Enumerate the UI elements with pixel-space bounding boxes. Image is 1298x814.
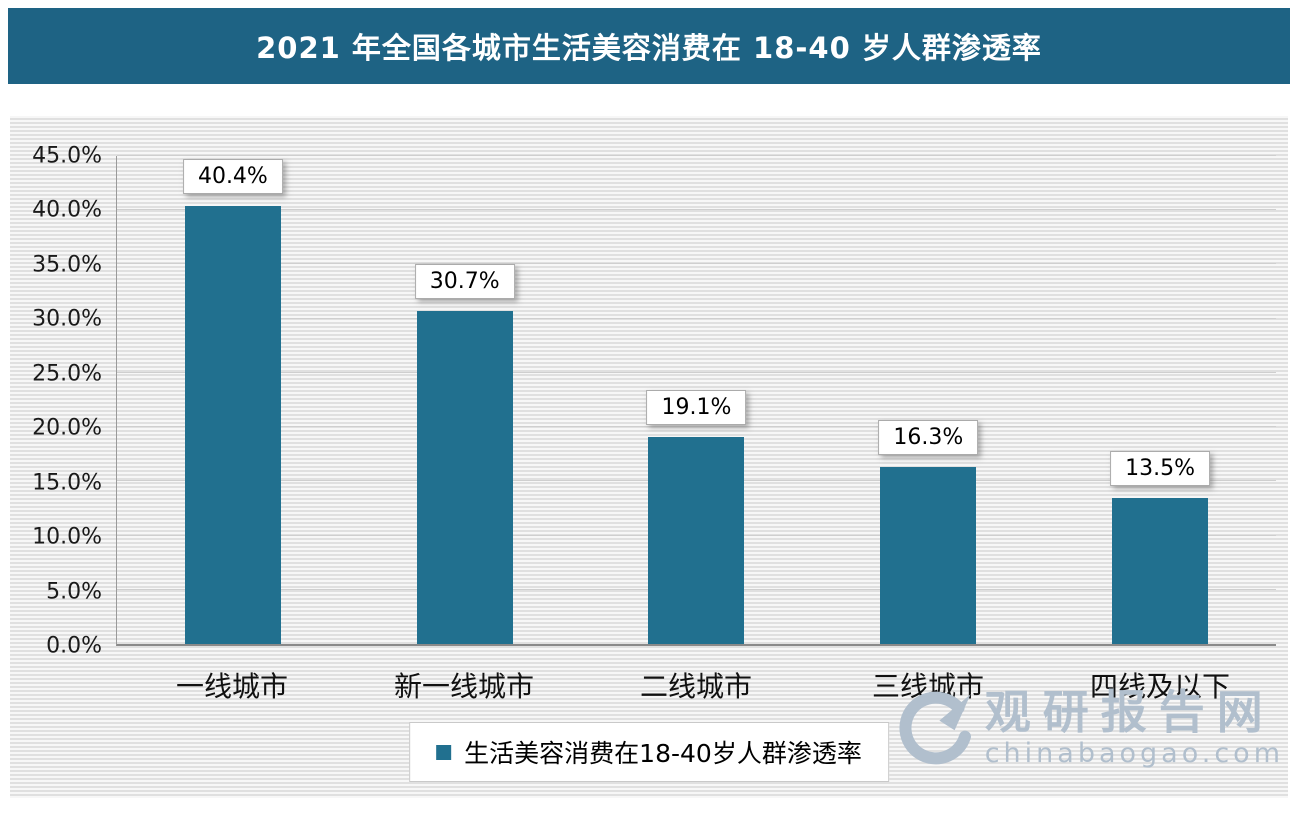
y-tick-label: 45.0% (32, 143, 102, 169)
value-label: 16.3% (878, 420, 979, 456)
watermark-domain: chinabaogao.com (984, 737, 1284, 769)
x-category-label: 一线城市 (175, 670, 288, 703)
bar-slot: 13.5% (1044, 156, 1276, 644)
value-label: 19.1% (646, 389, 747, 425)
gridline (117, 155, 1276, 156)
watermark-text: 观研报告网 chinabaogao.com (985, 686, 1284, 769)
chart-area: 0.0% 5.0% 10.0% 15.0% 20.0% 25.0% 30.0% 35.0% 40… (10, 116, 1288, 798)
y-axis: 0.0% 5.0% 10.0% 15.0% 20.0% 25.0% 30.0% 35.0% 40… (10, 144, 108, 659)
chart-title: 2021 年全国各城市生活美容消费在 18-40 岁人群渗透率 (256, 31, 1042, 65)
bar-slot: 40.4% (117, 156, 349, 644)
bar-slot: 30.7% (349, 156, 581, 644)
bar-3 (648, 436, 745, 644)
y-tick-label: 30.0% (32, 306, 102, 332)
bar-1 (184, 205, 281, 644)
x-axis: 一线城市 新一线城市 二线城市 三线城市 四线及以下 (116, 661, 1276, 705)
gridline (117, 209, 1276, 211)
y-tick-label: 20.0% (32, 415, 102, 441)
bar-2 (416, 311, 513, 644)
watermark: 观研报告网 chinabaogao.com (893, 686, 1284, 769)
x-category-label: 四线及以下 (1089, 670, 1230, 703)
legend-label: 生活美容消费在18-40岁人群渗透率 (464, 739, 862, 768)
legend: 生活美容消费在18-40岁人群渗透率 (409, 722, 889, 782)
value-label: 13.5% (1110, 450, 1211, 486)
plot-area: 40.4% 30.7% 19.1% 16.3% 13.5% (116, 155, 1276, 646)
gridline (117, 426, 1276, 428)
watermark-name: 观研报告网 (984, 685, 1275, 739)
y-tick-label: 40.0% (32, 197, 102, 223)
value-label: 40.4% (182, 158, 283, 194)
bar-5 (1112, 497, 1209, 644)
value-label: 30.7% (414, 264, 515, 300)
gridline (117, 317, 1276, 319)
y-tick-label: 0.0% (46, 633, 102, 659)
y-tick-label: 5.0% (46, 579, 102, 605)
y-tick-label: 25.0% (32, 361, 102, 387)
y-tick-label: 10.0% (32, 524, 102, 550)
x-category-label: 新一线城市 (393, 670, 534, 703)
bar-slot: 19.1% (581, 156, 813, 644)
y-tick-label: 35.0% (32, 252, 102, 278)
chart-title-banner: 2021 年全国各城市生活美容消费在 18-40 岁人群渗透率 (8, 8, 1290, 84)
gridline (117, 371, 1276, 373)
watermark-logo-icon (899, 691, 971, 765)
x-category-label: 二线城市 (639, 670, 752, 703)
gridline (117, 263, 1276, 265)
bar-4 (880, 467, 977, 644)
y-tick-label: 15.0% (32, 470, 102, 496)
bar-slot: 16.3% (812, 156, 1044, 644)
legend-swatch (436, 744, 452, 760)
